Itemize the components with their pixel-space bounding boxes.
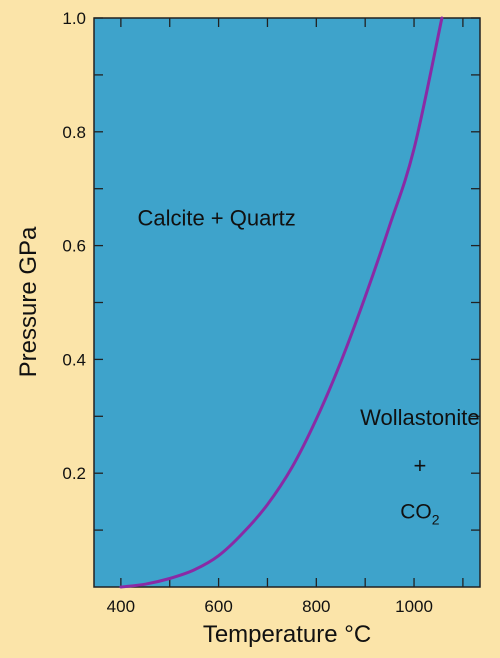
annotation-wollastonite: Wollastonite [360,405,479,430]
y-tick-label: 1.0 [62,9,86,28]
x-tick-label: 600 [204,597,232,616]
x-tick-label: 800 [302,597,330,616]
phase-boundary-line [119,16,444,589]
y-tick-label: 0.8 [62,123,86,142]
annotation-calcite-quartz: Calcite + Quartz [137,206,295,231]
x-axis-label: Temperature °C [203,621,371,648]
co2-subscript: 2 [432,512,440,528]
x-tick-label: 1000 [395,597,433,616]
y-tick-label: 0.2 [62,464,86,483]
y-tick-label: 0.4 [62,350,86,369]
y-tick-label: 0.6 [62,237,86,256]
annotation-plus: + [413,453,426,478]
y-axis-label: Pressure GPa [15,226,42,377]
plot-area [93,17,481,588]
x-tick-label: 400 [107,597,135,616]
